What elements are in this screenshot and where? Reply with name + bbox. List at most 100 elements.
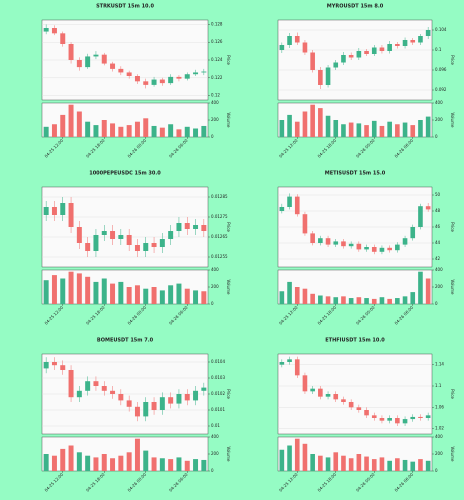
chart-title: STRKUSDT 15m 10.0 — [96, 4, 154, 10]
candle-body — [151, 79, 157, 85]
candle-body — [143, 402, 149, 417]
volume-bar — [85, 276, 91, 304]
y-tick-label: 0.12 — [211, 93, 220, 98]
v-tick-label: 0 — [435, 301, 438, 306]
candle-body — [364, 410, 369, 416]
candle-body — [93, 54, 99, 57]
chart-title: BOMEUSDT 15m 7.0 — [97, 338, 154, 344]
candle-body — [68, 44, 74, 60]
candle-body — [348, 243, 354, 247]
volume-bar — [118, 455, 124, 471]
candle-body — [43, 207, 49, 215]
volume-bar — [110, 283, 116, 304]
candle-body — [356, 243, 362, 250]
candle-body — [410, 40, 416, 43]
volume-bar — [184, 126, 190, 137]
candle-body — [159, 79, 165, 84]
v-tick-label: 200 — [211, 284, 219, 289]
volume-bar — [364, 125, 369, 137]
candle-body — [176, 223, 182, 231]
volume-bar — [201, 459, 207, 471]
candle-body — [279, 362, 285, 365]
candle-body — [76, 60, 82, 68]
candle-body — [193, 390, 199, 401]
volume-bar — [425, 116, 431, 137]
volume-bar — [310, 293, 315, 304]
volume-bar — [43, 126, 49, 137]
candle-body — [168, 231, 174, 239]
volume-bar — [341, 124, 346, 137]
volume-bar — [356, 123, 362, 137]
volume-bar — [410, 461, 416, 471]
candle-body — [43, 362, 49, 369]
volume-bar — [348, 122, 354, 137]
candle-body — [68, 203, 74, 227]
candle-body — [418, 416, 423, 418]
y-tick-label: 44 — [435, 240, 441, 245]
y-axis-label: Price — [226, 222, 231, 232]
volume-bar — [279, 291, 285, 304]
candle-body — [51, 362, 57, 366]
x-tick-label: 04-25 12:00 — [43, 472, 64, 493]
candle-body — [176, 76, 182, 79]
candle-body — [193, 225, 199, 229]
candle-body — [60, 203, 66, 215]
volume-bar — [287, 114, 292, 137]
volume-bar — [425, 460, 431, 471]
volume-bar — [126, 287, 132, 304]
candle-body — [85, 56, 91, 68]
candle-body — [101, 54, 107, 64]
volume-bar — [356, 454, 362, 471]
candle-body — [379, 418, 385, 421]
volume-bar — [325, 115, 331, 137]
volume-bar — [68, 104, 74, 137]
candle-body — [151, 243, 157, 247]
volume-bar — [310, 104, 315, 137]
volume-bar — [201, 125, 207, 137]
candle-body — [118, 68, 124, 73]
volume-bar — [371, 298, 377, 304]
volume-bar — [118, 281, 124, 304]
volume-bar — [371, 120, 377, 137]
x-tick-label: 04-25 18:00 — [316, 472, 337, 493]
price-panel — [277, 19, 433, 101]
candle-body — [333, 62, 339, 68]
v-tick-label: 200 — [211, 117, 219, 122]
candle-body — [325, 67, 331, 85]
candle-body — [134, 245, 140, 251]
x-tick-label: 04-26 00:00 — [355, 138, 376, 159]
volume-bar — [395, 458, 400, 471]
volume-bar — [168, 459, 174, 471]
y-tick-label: 50 — [435, 192, 441, 197]
candle-body — [425, 415, 431, 418]
candle-body — [159, 239, 165, 247]
v-tick-label: 200 — [435, 117, 443, 122]
volume-bar — [68, 271, 74, 304]
candle-body — [287, 36, 292, 45]
volume-bar — [143, 288, 149, 304]
volume-bar — [325, 457, 331, 471]
volume-bar — [379, 457, 385, 471]
volume-bar — [76, 452, 82, 471]
candle-body — [176, 394, 182, 404]
y-tick-label: 0.124 — [211, 57, 223, 62]
x-tick-label: 04-25 12:00 — [278, 138, 299, 159]
price-panel — [41, 186, 209, 268]
candle-body — [402, 238, 408, 245]
candle-body — [101, 231, 107, 235]
volume-bar — [287, 281, 292, 304]
candle-body — [201, 71, 207, 73]
candle-body — [402, 419, 408, 424]
candle-body — [93, 381, 99, 386]
v-axis-label: Volume — [450, 280, 455, 295]
volume-bar — [379, 125, 385, 137]
candle-body — [101, 386, 107, 391]
v-axis-label: Volume — [226, 113, 231, 128]
volume-bar — [159, 458, 165, 471]
y-tick-label: 0.01265 — [211, 234, 228, 239]
candle-body — [318, 388, 323, 397]
volume-bar — [51, 275, 57, 304]
y-tick-label: 0.126 — [211, 39, 223, 44]
volume-bar — [294, 438, 300, 471]
candle-body — [126, 235, 132, 245]
